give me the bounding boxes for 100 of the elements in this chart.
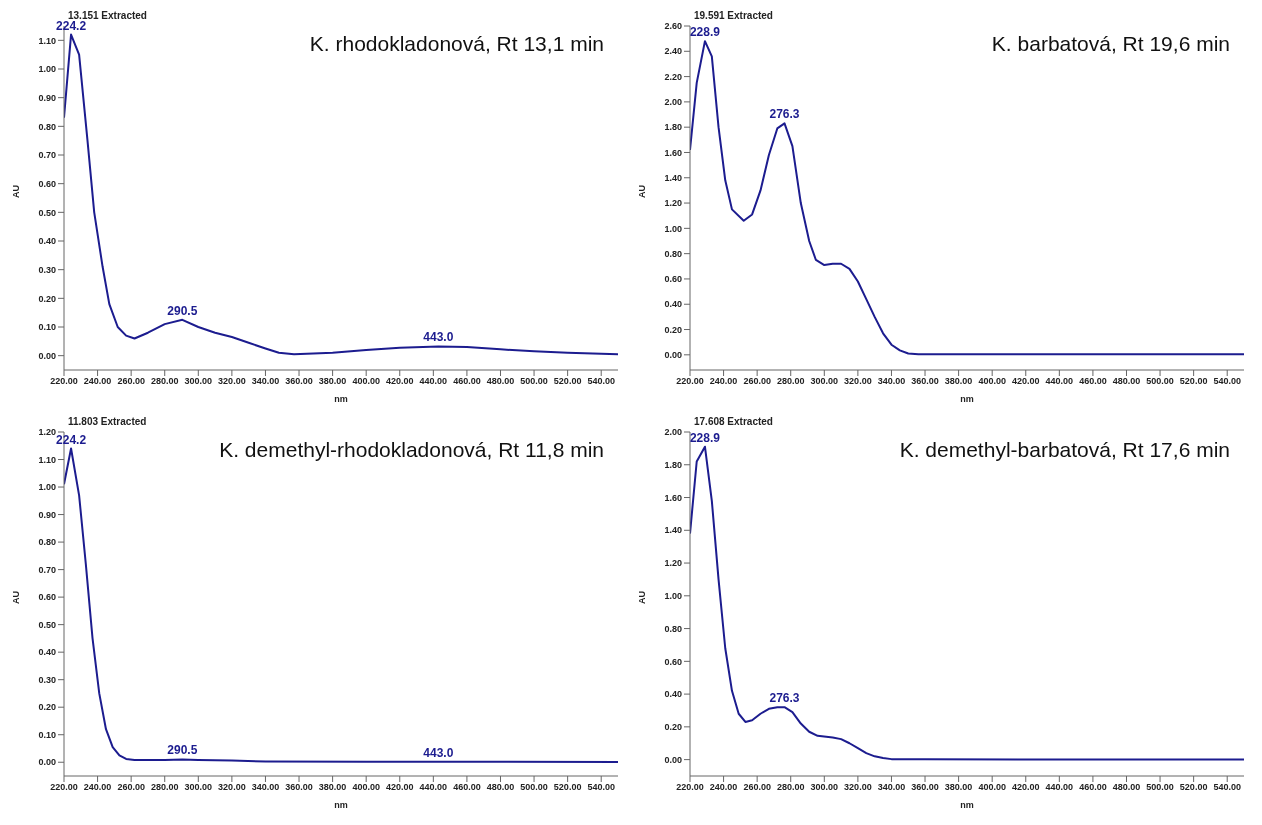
x-tick-label: 460.00	[453, 782, 481, 793]
x-tick-label: 400.00	[978, 376, 1006, 387]
x-tick-label: 540.00	[1213, 376, 1241, 387]
x-tick-label: 500.00	[1146, 782, 1174, 793]
x-tick-label: 440.00	[1045, 376, 1074, 387]
x-tick-label: 520.00	[553, 376, 582, 387]
x-tick-label: 460.00	[1079, 782, 1107, 793]
x-tick-label: 280.00	[150, 782, 179, 793]
y-tick-label: 1.60	[664, 147, 682, 158]
y-tick-label: 0.70	[38, 150, 56, 161]
x-tick-label: 460.00	[1079, 376, 1107, 387]
x-tick-label: 360.00	[285, 782, 313, 793]
x-tick-label: 400.00	[352, 376, 380, 387]
x-tick-label: 340.00	[251, 376, 280, 387]
y-tick-label: 0.20	[38, 702, 56, 713]
x-tick-label: 220.00	[50, 376, 78, 387]
y-tick-label: 0.00	[38, 757, 56, 768]
y-tick-label: 0.40	[664, 689, 682, 700]
annotation: 276.3	[769, 107, 800, 122]
annotation: 228.9	[689, 430, 721, 445]
x-tick-label: 460.00	[453, 376, 481, 387]
x-tick-label: 520.00	[1179, 376, 1208, 387]
x-tick-label: 320.00	[844, 376, 872, 387]
x-tick-label: 420.00	[1011, 376, 1040, 387]
x-tick-label: 380.00	[318, 782, 347, 793]
annotation: 443.0	[423, 330, 454, 345]
y-tick-label: 0.20	[38, 293, 56, 304]
y-tick-label: 0.40	[38, 647, 56, 658]
annotation: 224.2	[56, 18, 87, 33]
annotation: 228.9	[689, 25, 721, 40]
x-tick-label: 380.00	[944, 376, 973, 387]
x-tick-label: 280.00	[150, 376, 179, 387]
x-tick-label: 280.00	[776, 376, 805, 387]
y-tick-label: 2.00	[664, 427, 682, 438]
x-tick-label: 440.00	[419, 782, 448, 793]
y-tick-label: 0.10	[38, 322, 56, 333]
y-tick-label: 0.00	[664, 350, 682, 361]
y-tick-label: 1.60	[664, 492, 682, 503]
chart-title: 11.803 Extracted	[68, 416, 147, 427]
x-tick-label: 340.00	[251, 782, 280, 793]
annotation: 224.2	[56, 432, 87, 447]
y-tick-label: 0.80	[38, 537, 56, 548]
x-tick-label: 480.00	[1112, 782, 1141, 793]
x-axis-title: nm	[960, 394, 974, 404]
y-tick-label: 0.10	[38, 729, 56, 740]
x-tick-label: 320.00	[218, 782, 246, 793]
x-tick-label: 360.00	[285, 376, 313, 387]
y-tick-label: 0.30	[38, 674, 56, 685]
y-axis-title: AU	[637, 185, 648, 198]
x-tick-label: 420.00	[385, 782, 414, 793]
x-tick-label: 540.00	[587, 782, 615, 793]
annotation: 276.3	[769, 691, 800, 706]
y-tick-label: 1.20	[664, 198, 682, 209]
y-tick-label: 0.80	[664, 248, 682, 259]
y-tick-label: 0.60	[38, 178, 56, 189]
y-tick-label: 0.40	[38, 236, 56, 247]
x-tick-label: 240.00	[709, 782, 738, 793]
y-tick-label: 0.30	[38, 264, 56, 275]
x-tick-label: 380.00	[944, 782, 973, 793]
x-tick-label: 540.00	[1213, 782, 1241, 793]
x-tick-label: 320.00	[218, 376, 246, 387]
y-tick-label: 1.80	[664, 122, 682, 133]
x-tick-label: 240.00	[83, 376, 112, 387]
annotation: 290.5	[167, 743, 198, 758]
x-tick-label: 440.00	[419, 376, 448, 387]
y-axis-title: AU	[637, 591, 648, 604]
y-axis-title: AU	[11, 185, 22, 198]
y-tick-label: 1.80	[664, 459, 682, 470]
x-tick-label: 300.00	[184, 782, 213, 793]
y-tick-label: 1.10	[38, 35, 56, 46]
y-tick-label: 0.40	[664, 299, 682, 310]
y-tick-label: 1.00	[664, 591, 682, 601]
y-tick-label: 1.40	[664, 525, 682, 536]
y-tick-label: 0.50	[38, 619, 56, 630]
chart-subtitle: K. rhodokladonová, Rt 13,1 min	[309, 32, 604, 56]
y-tick-label: 1.20	[664, 558, 682, 569]
x-tick-label: 240.00	[709, 376, 738, 387]
annotation: 443.0	[423, 745, 454, 760]
x-tick-label: 500.00	[520, 782, 548, 793]
y-tick-label: 1.00	[38, 482, 56, 493]
x-tick-label: 260.00	[117, 376, 145, 387]
x-tick-label: 540.00	[587, 376, 615, 387]
x-tick-label: 420.00	[385, 376, 414, 387]
x-tick-label: 320.00	[844, 782, 872, 793]
x-tick-label: 520.00	[553, 782, 582, 793]
y-tick-label: 0.80	[38, 121, 56, 132]
chart-title: 13.151 Extracted	[68, 10, 147, 21]
line-series	[64, 33, 618, 356]
x-tick-label: 240.00	[83, 782, 112, 793]
y-tick-label: 0.60	[38, 592, 56, 603]
y-tick-label: 1.00	[38, 64, 56, 75]
x-tick-label: 480.00	[1112, 376, 1141, 387]
y-tick-label: 0.90	[38, 92, 56, 103]
y-tick-label: 0.70	[38, 564, 56, 575]
y-tick-label: 1.40	[664, 172, 682, 183]
y-tick-label: 0.80	[664, 623, 682, 634]
x-tick-label: 260.00	[117, 782, 145, 793]
x-tick-label: 300.00	[810, 782, 839, 793]
x-tick-label: 500.00	[1146, 376, 1174, 387]
y-tick-label: 0.00	[664, 754, 682, 765]
